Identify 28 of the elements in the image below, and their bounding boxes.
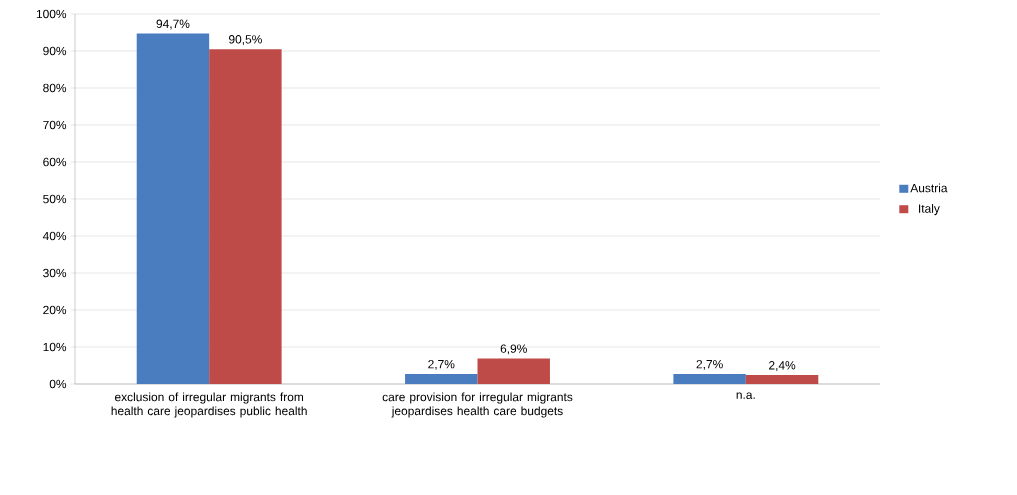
data-label: 94,7%: [156, 19, 190, 30]
y-tick-label: 80%: [43, 83, 67, 93]
bar: [405, 374, 478, 384]
y-tick-label: 40%: [42, 231, 67, 241]
y-tick-label: 20%: [43, 305, 67, 315]
legend-label: Italy: [919, 204, 940, 216]
bar: [209, 49, 282, 384]
bar: [477, 358, 550, 384]
y-tick-label: 100%: [36, 9, 67, 19]
y-tick-label: 0%: [49, 379, 67, 389]
bar: [136, 33, 210, 384]
bar: [745, 375, 819, 384]
y-tick-label: 30%: [43, 268, 67, 278]
data-label: 6,9%: [500, 344, 527, 355]
data-label: 2,7%: [428, 359, 455, 370]
y-tick-label: 10%: [43, 342, 67, 352]
y-tick-label: 60%: [43, 157, 67, 167]
data-label: 2,7%: [696, 359, 723, 370]
y-tick-label: 90%: [43, 46, 67, 56]
y-tick-label: 70%: [43, 120, 67, 130]
y-tick-label: 50%: [43, 194, 67, 204]
x-tick-label: care provision for irregular migrants jeopardises health care budgets: [382, 392, 573, 418]
x-tick-label: exclusion of irregular migrants from health care jeopardises public health: [111, 392, 307, 418]
bar: [673, 374, 746, 384]
data-label: 2,4%: [769, 361, 796, 371]
data-label: 90,5%: [229, 35, 262, 45]
legend-label: Austria: [910, 183, 948, 193]
x-tick-label: n.a.: [736, 392, 755, 399]
